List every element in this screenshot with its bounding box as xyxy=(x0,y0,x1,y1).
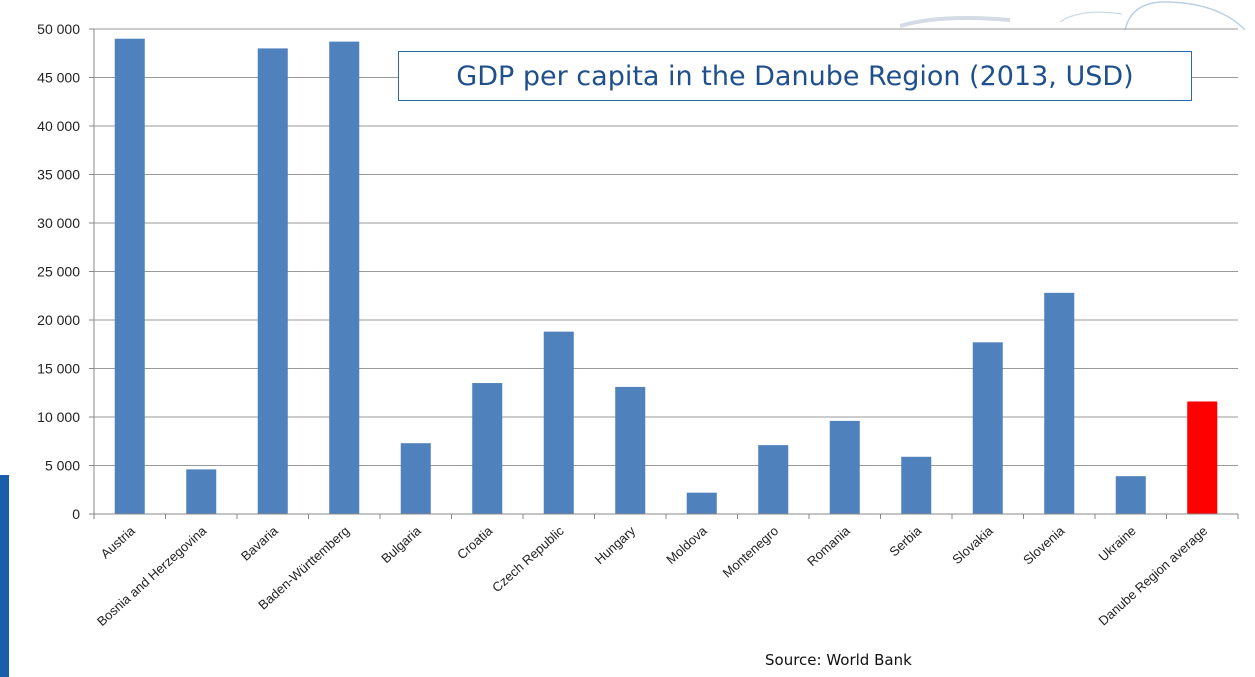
x-tick-label: Slovenia xyxy=(1020,523,1068,568)
y-axis-ticks: 0 5 000 10 000 15 000 20 000 25 000 30 000 35 0… xyxy=(37,21,94,522)
y-tick-label: 15 000 xyxy=(37,361,80,377)
bar-hungary xyxy=(615,386,646,514)
y-tick-label: 10 000 xyxy=(37,409,80,425)
decorative-blue-edge xyxy=(0,475,9,677)
y-tick-label: 25 000 xyxy=(37,264,80,280)
x-tick-label: Austria xyxy=(98,523,139,562)
x-tick-label: Croatia xyxy=(454,523,496,563)
chart-title-box: GDP per capita in the Danube Region (201… xyxy=(398,51,1192,101)
y-tick-label: 5 000 xyxy=(45,458,80,474)
y-tick-label: 45 000 xyxy=(37,70,80,86)
bar-czech-republic xyxy=(543,331,574,514)
y-tick-label: 35 000 xyxy=(37,167,80,183)
x-tick-label: Montenegro xyxy=(720,523,782,581)
y-tick-label: 50 000 xyxy=(37,21,80,37)
bar-slovenia xyxy=(1044,292,1075,514)
x-tick-label: Ukraine xyxy=(1095,523,1138,564)
x-tick-label: Czech Republic xyxy=(489,523,567,595)
bar-austria xyxy=(114,38,145,514)
bar-montenegro xyxy=(758,445,789,514)
source-note: Source: World Bank xyxy=(765,651,912,669)
bar-croatia xyxy=(472,383,503,514)
bar-danube-region-average xyxy=(1187,401,1218,514)
bar-bosnia-and-herzegovina xyxy=(186,469,217,514)
y-tick-label: 0 xyxy=(72,506,80,522)
bar-ukraine xyxy=(1115,476,1146,514)
y-tick-label: 20 000 xyxy=(37,312,80,328)
x-tick-label: Bavaria xyxy=(238,523,281,564)
bar-bulgaria xyxy=(400,443,431,514)
bars xyxy=(114,38,1218,515)
x-tick-label: Hungary xyxy=(592,523,639,567)
chart-title: GDP per capita in the Danube Region (201… xyxy=(456,60,1134,92)
bar-romania xyxy=(829,420,860,514)
y-tick-label: 40 000 xyxy=(37,118,80,134)
bar-slovakia xyxy=(972,342,1003,514)
bar-baden-w-rttemberg xyxy=(329,41,360,515)
bar-moldova xyxy=(686,492,717,514)
x-tick-label: Moldova xyxy=(663,523,710,568)
bar-serbia xyxy=(901,456,932,514)
y-tick-label: 30 000 xyxy=(37,215,80,231)
x-tick-label: Slovakia xyxy=(949,523,996,568)
x-tick-label: Bulgaria xyxy=(378,523,424,567)
x-tick-label: Romania xyxy=(804,523,853,569)
bar-bavaria xyxy=(257,48,288,515)
decorative-swirl xyxy=(900,1,1246,30)
x-tick-label: Serbia xyxy=(886,523,925,560)
